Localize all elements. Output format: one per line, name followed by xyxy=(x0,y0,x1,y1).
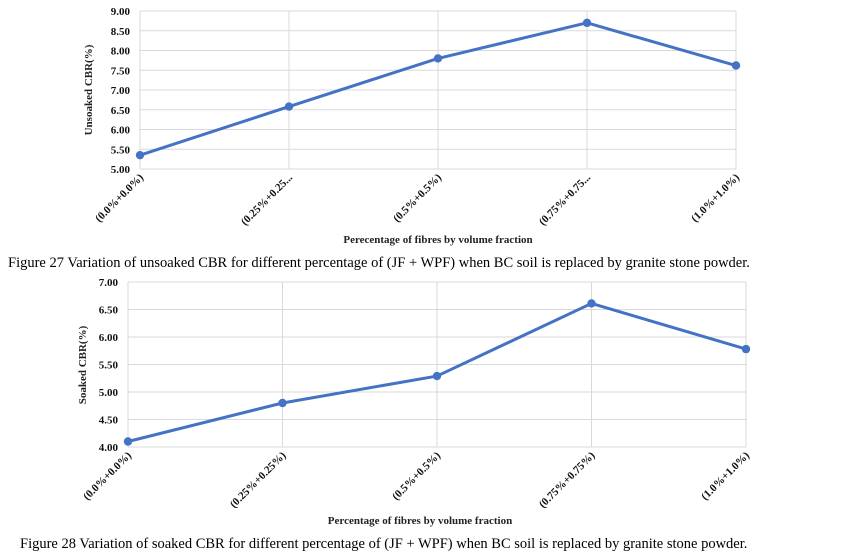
x-category-label: (0.0%+0.0%) xyxy=(81,449,134,502)
y-tick-label: 7.00 xyxy=(111,85,131,97)
y-axis-title: Soaked CBR(%) xyxy=(77,325,89,404)
y-tick-label: 5.00 xyxy=(111,164,131,176)
y-tick-label: 9.00 xyxy=(111,6,131,18)
y-tick-label: 6.00 xyxy=(99,332,119,344)
data-point xyxy=(278,398,287,408)
y-tick-label: 7.50 xyxy=(111,65,131,77)
figure-28-caption: Figure 28 Variation of soaked CBR for di… xyxy=(20,536,747,552)
x-category-label: (0.75%+0.75%) xyxy=(537,449,598,510)
y-tick-label: 8.50 xyxy=(111,26,131,38)
data-point xyxy=(284,102,294,111)
y-tick-label: 6.50 xyxy=(99,305,119,317)
data-point xyxy=(731,61,741,70)
data-point xyxy=(587,299,596,308)
data-point xyxy=(135,150,145,160)
y-tick-label: 5.50 xyxy=(111,144,131,156)
data-point xyxy=(432,371,442,381)
y-tick-label: 4.00 xyxy=(99,442,119,454)
soaked-cbr-chart: 4.00 4.50 5.00 5.50 6.00 6.50 7.00 (0.0%+0.0%) (… xyxy=(77,277,752,527)
x-category-label: (0.5%+0.5%) xyxy=(390,449,443,502)
x-category-label: (0.5%+0.5%) xyxy=(391,171,444,224)
y-tick-label: 7.00 xyxy=(99,277,119,289)
x-axis-title: Perecentage of fibres by volume fraction xyxy=(343,234,532,246)
unsoaked-cbr-chart: 5.00 5.50 6.00 6.50 7.00 7.50 8.00 8.50 9.00 (0.0… xyxy=(83,6,742,246)
y-tick-label: 6.50 xyxy=(111,105,131,117)
data-point xyxy=(123,437,133,446)
data-point xyxy=(741,344,751,354)
x-category-label: (0.0%+0.0%) xyxy=(93,171,146,224)
data-point xyxy=(582,18,592,28)
x-category-label: (1.0%+1.0%) xyxy=(689,171,742,224)
y-tick-label: 6.00 xyxy=(111,125,131,137)
y-tick-label: 8.00 xyxy=(111,46,131,58)
x-category-label: (0.75%+0.75... xyxy=(537,171,594,228)
figure-27-caption: Figure 27 Variation of unsoaked CBR for … xyxy=(8,255,750,271)
x-category-label: (0.25%+0.25... xyxy=(239,171,296,228)
y-tick-label: 4.50 xyxy=(99,415,119,427)
data-point xyxy=(433,54,443,63)
y-axis-title: Unsoaked CBR(%) xyxy=(83,44,95,135)
x-category-label: (1.0%+1.0%) xyxy=(699,449,752,502)
x-category-label: (0.25%+0.25%) xyxy=(228,449,289,510)
y-tick-label: 5.00 xyxy=(99,387,119,399)
x-axis-title: Percentage of fibres by volume fraction xyxy=(328,515,512,527)
y-tick-label: 5.50 xyxy=(99,360,119,372)
